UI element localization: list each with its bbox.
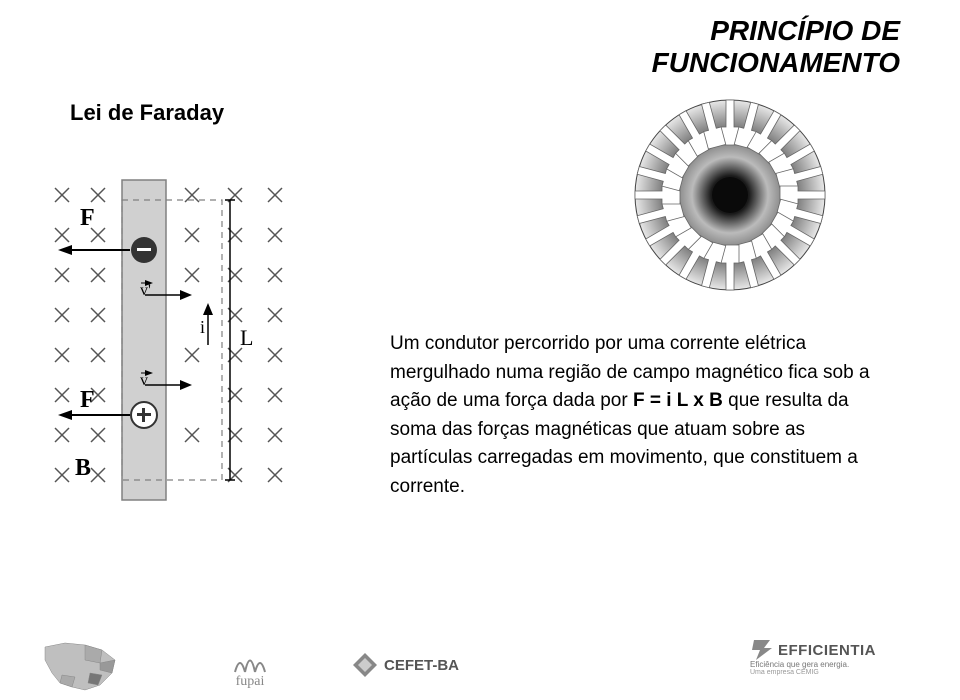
page-header: PRINCÍPIO DE FUNCIONAMENTO — [652, 15, 900, 79]
label-L: L — [240, 325, 253, 350]
label-B: B — [75, 455, 91, 481]
paragraph-formula: F = i L x B — [633, 390, 723, 411]
rotor-cross-section — [630, 95, 830, 295]
fupai-logo: fupai — [210, 640, 290, 690]
conductor-bar — [122, 180, 166, 500]
efficientia-logo: EFFICIENTIA Eficiência que gera energia.… — [750, 640, 930, 690]
efficientia-title: EFFICIENTIA — [778, 642, 876, 659]
label-F-top: F — [80, 205, 95, 231]
header-line-2: FUNCIONAMENTO — [652, 47, 900, 79]
label-v-prime: v' — [140, 282, 151, 299]
conductor-field-diagram: L i F v' F v B — [40, 175, 300, 505]
body-paragraph: Um condutor percorrido por uma corrente … — [390, 330, 890, 501]
brazil-map-icon — [30, 635, 150, 695]
header-line-1: PRINCÍPIO DE — [652, 15, 900, 47]
label-v: v — [140, 372, 148, 389]
cefet-text: CEFET-BA — [384, 657, 459, 674]
fupai-text: fupai — [236, 674, 265, 690]
efficientia-sub: Uma empresa CEMIG — [750, 669, 819, 676]
label-F-bottom: F — [80, 387, 95, 413]
efficientia-tag: Eficiência que gera energia. — [750, 660, 849, 669]
footer: fupai CEFET-BA EFFICIENTIA Eficiência qu… — [0, 630, 960, 700]
subtitle: Lei de Faraday — [70, 100, 224, 126]
cefet-logo: CEFET-BA — [350, 645, 490, 685]
label-i: i — [200, 317, 205, 337]
